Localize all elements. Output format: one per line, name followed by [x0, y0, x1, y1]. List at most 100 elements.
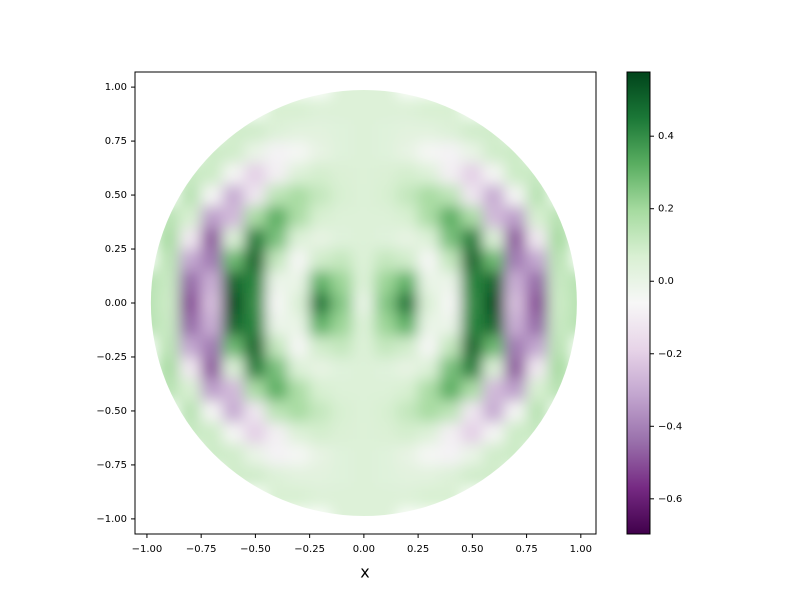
heatmap-cell [265, 205, 289, 228]
heatmap-cell [265, 162, 289, 185]
heatmap-cell [417, 248, 441, 272]
heatmap-cell [352, 421, 376, 444]
heatmap-cell [526, 356, 549, 380]
heatmap-cell [547, 291, 571, 315]
y-tick-label: −1.00 [96, 514, 127, 525]
y-tick-label: 1.00 [105, 82, 127, 93]
heatmap-cell [352, 442, 376, 466]
heatmap-cell [157, 356, 180, 380]
heatmap-cell [417, 205, 441, 228]
heatmap-cell [265, 118, 289, 142]
heatmap-cell [504, 442, 528, 466]
heatmap-cell [395, 118, 419, 142]
heatmap-cell [200, 356, 224, 380]
heatmap-cell [265, 421, 289, 444]
heatmap-cell [395, 248, 419, 272]
heatmap-cell [200, 378, 224, 401]
heatmap-cell [547, 313, 571, 336]
heatmap-cell [547, 270, 571, 293]
heatmap-cell [222, 464, 246, 488]
heatmap-cell [504, 248, 528, 272]
heatmap-cell [547, 334, 571, 358]
heatmap-cell [395, 378, 419, 401]
heatmap-cell [244, 399, 267, 423]
heatmap-cell [460, 291, 484, 315]
heatmap-cell [417, 291, 441, 315]
heatmap-cell [352, 507, 376, 516]
heatmap-cell [417, 162, 441, 185]
heatmap-cell [352, 90, 376, 99]
heatmap-cell [482, 442, 506, 466]
heatmap-cell [222, 118, 246, 142]
heatmap-cell [439, 162, 462, 185]
heatmap-cell [374, 291, 397, 315]
heatmap-cell [352, 313, 376, 336]
heatmap-cell [482, 205, 506, 228]
heatmap-cell [244, 205, 267, 228]
heatmap-cell [395, 291, 419, 315]
heatmap-cell [265, 291, 289, 315]
heatmap-cell [460, 140, 484, 164]
heatmap-cell [244, 291, 267, 315]
heatmap-cell [178, 334, 202, 358]
heatmap-cell [460, 442, 484, 466]
heatmap-cell [526, 421, 549, 444]
heatmap-cell [265, 140, 289, 164]
heatmap-cell [265, 97, 289, 120]
heatmap-cell [352, 464, 376, 488]
heatmap-cell [482, 118, 506, 142]
heatmap-cell [417, 378, 441, 401]
heatmap-cell [439, 248, 462, 272]
heatmap-cell [330, 291, 354, 315]
heatmap-cell [417, 140, 441, 164]
heatmap-cell [330, 356, 354, 380]
heatmap-cell [265, 270, 289, 293]
heatmap-cell [178, 226, 202, 250]
heatmap-cell [439, 291, 462, 315]
heatmap-cell [309, 140, 332, 164]
heatmap-cell [309, 248, 332, 272]
heatmap-cell [482, 356, 506, 380]
heatmap-cell [460, 421, 484, 444]
heatmap-cell [178, 421, 202, 444]
heatmap-cell [439, 205, 462, 228]
heatmap-cell [287, 226, 311, 250]
heatmap-cell [287, 270, 311, 293]
heatmap-cell [287, 442, 311, 466]
heatmap-cell [352, 118, 376, 142]
heatmap-cell [330, 334, 354, 358]
heatmap-cell [330, 226, 354, 250]
heatmap-cell [352, 356, 376, 380]
heatmap-cell [200, 270, 224, 293]
heatmap-cell [330, 205, 354, 228]
heatmap-cell [287, 118, 311, 142]
heatmap-cell [287, 378, 311, 401]
heatmap-cell [330, 162, 354, 185]
heatmap-cell [439, 486, 462, 509]
heatmap-cell [547, 226, 571, 250]
heatmap-cell [265, 248, 289, 272]
heatmap-cell [526, 205, 549, 228]
heatmap-cell [439, 399, 462, 423]
heatmap-cell [287, 205, 311, 228]
heatmap-cell [200, 421, 224, 444]
heatmap-cell [330, 399, 354, 423]
x-tick-label: 0.75 [515, 544, 537, 555]
heatmap-cell [352, 399, 376, 423]
heatmap-cell [482, 464, 506, 488]
heatmap-cell [244, 183, 267, 207]
heatmap-cell [330, 97, 354, 120]
heatmap-cell [309, 356, 332, 380]
heatmap-cell [395, 97, 419, 120]
heatmap-cell [482, 162, 506, 185]
heatmap-cell [330, 421, 354, 444]
heatmap-cell [547, 205, 571, 228]
heatmap-cell [439, 421, 462, 444]
heatmap-cell [374, 507, 397, 516]
heatmap-cell [482, 226, 506, 250]
x-tick-label: −0.75 [186, 544, 217, 555]
heatmap-cell [287, 421, 311, 444]
heatmap-cell [439, 442, 462, 466]
heatmap-cell [395, 442, 419, 466]
heatmap-cell [482, 334, 506, 358]
